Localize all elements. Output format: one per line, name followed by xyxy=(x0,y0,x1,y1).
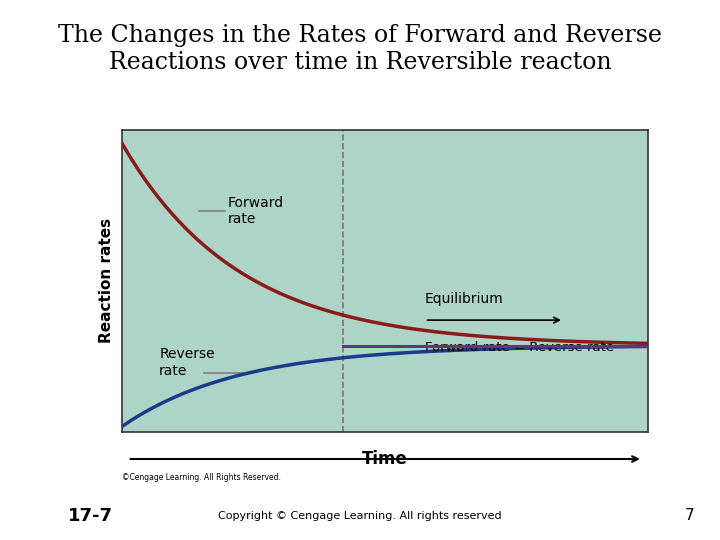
Text: Forward rate = Reverse rate: Forward rate = Reverse rate xyxy=(425,341,613,354)
Text: ©Cengage Learning. All Rights Reserved.: ©Cengage Learning. All Rights Reserved. xyxy=(122,474,282,482)
Text: Reactions over time in Reversible reacton: Reactions over time in Reversible reacto… xyxy=(109,51,611,73)
Text: 7: 7 xyxy=(685,508,695,523)
Text: Forward
rate: Forward rate xyxy=(228,196,284,226)
Y-axis label: Reaction rates: Reaction rates xyxy=(99,218,114,343)
Text: Equilibrium: Equilibrium xyxy=(425,292,503,306)
Text: Reverse
rate: Reverse rate xyxy=(159,347,215,377)
Text: The Changes in the Rates of Forward and Reverse: The Changes in the Rates of Forward and … xyxy=(58,24,662,46)
Text: 17-7: 17-7 xyxy=(68,507,114,525)
Text: Time: Time xyxy=(362,450,408,468)
Text: Copyright © Cengage Learning. All rights reserved: Copyright © Cengage Learning. All rights… xyxy=(218,511,502,521)
